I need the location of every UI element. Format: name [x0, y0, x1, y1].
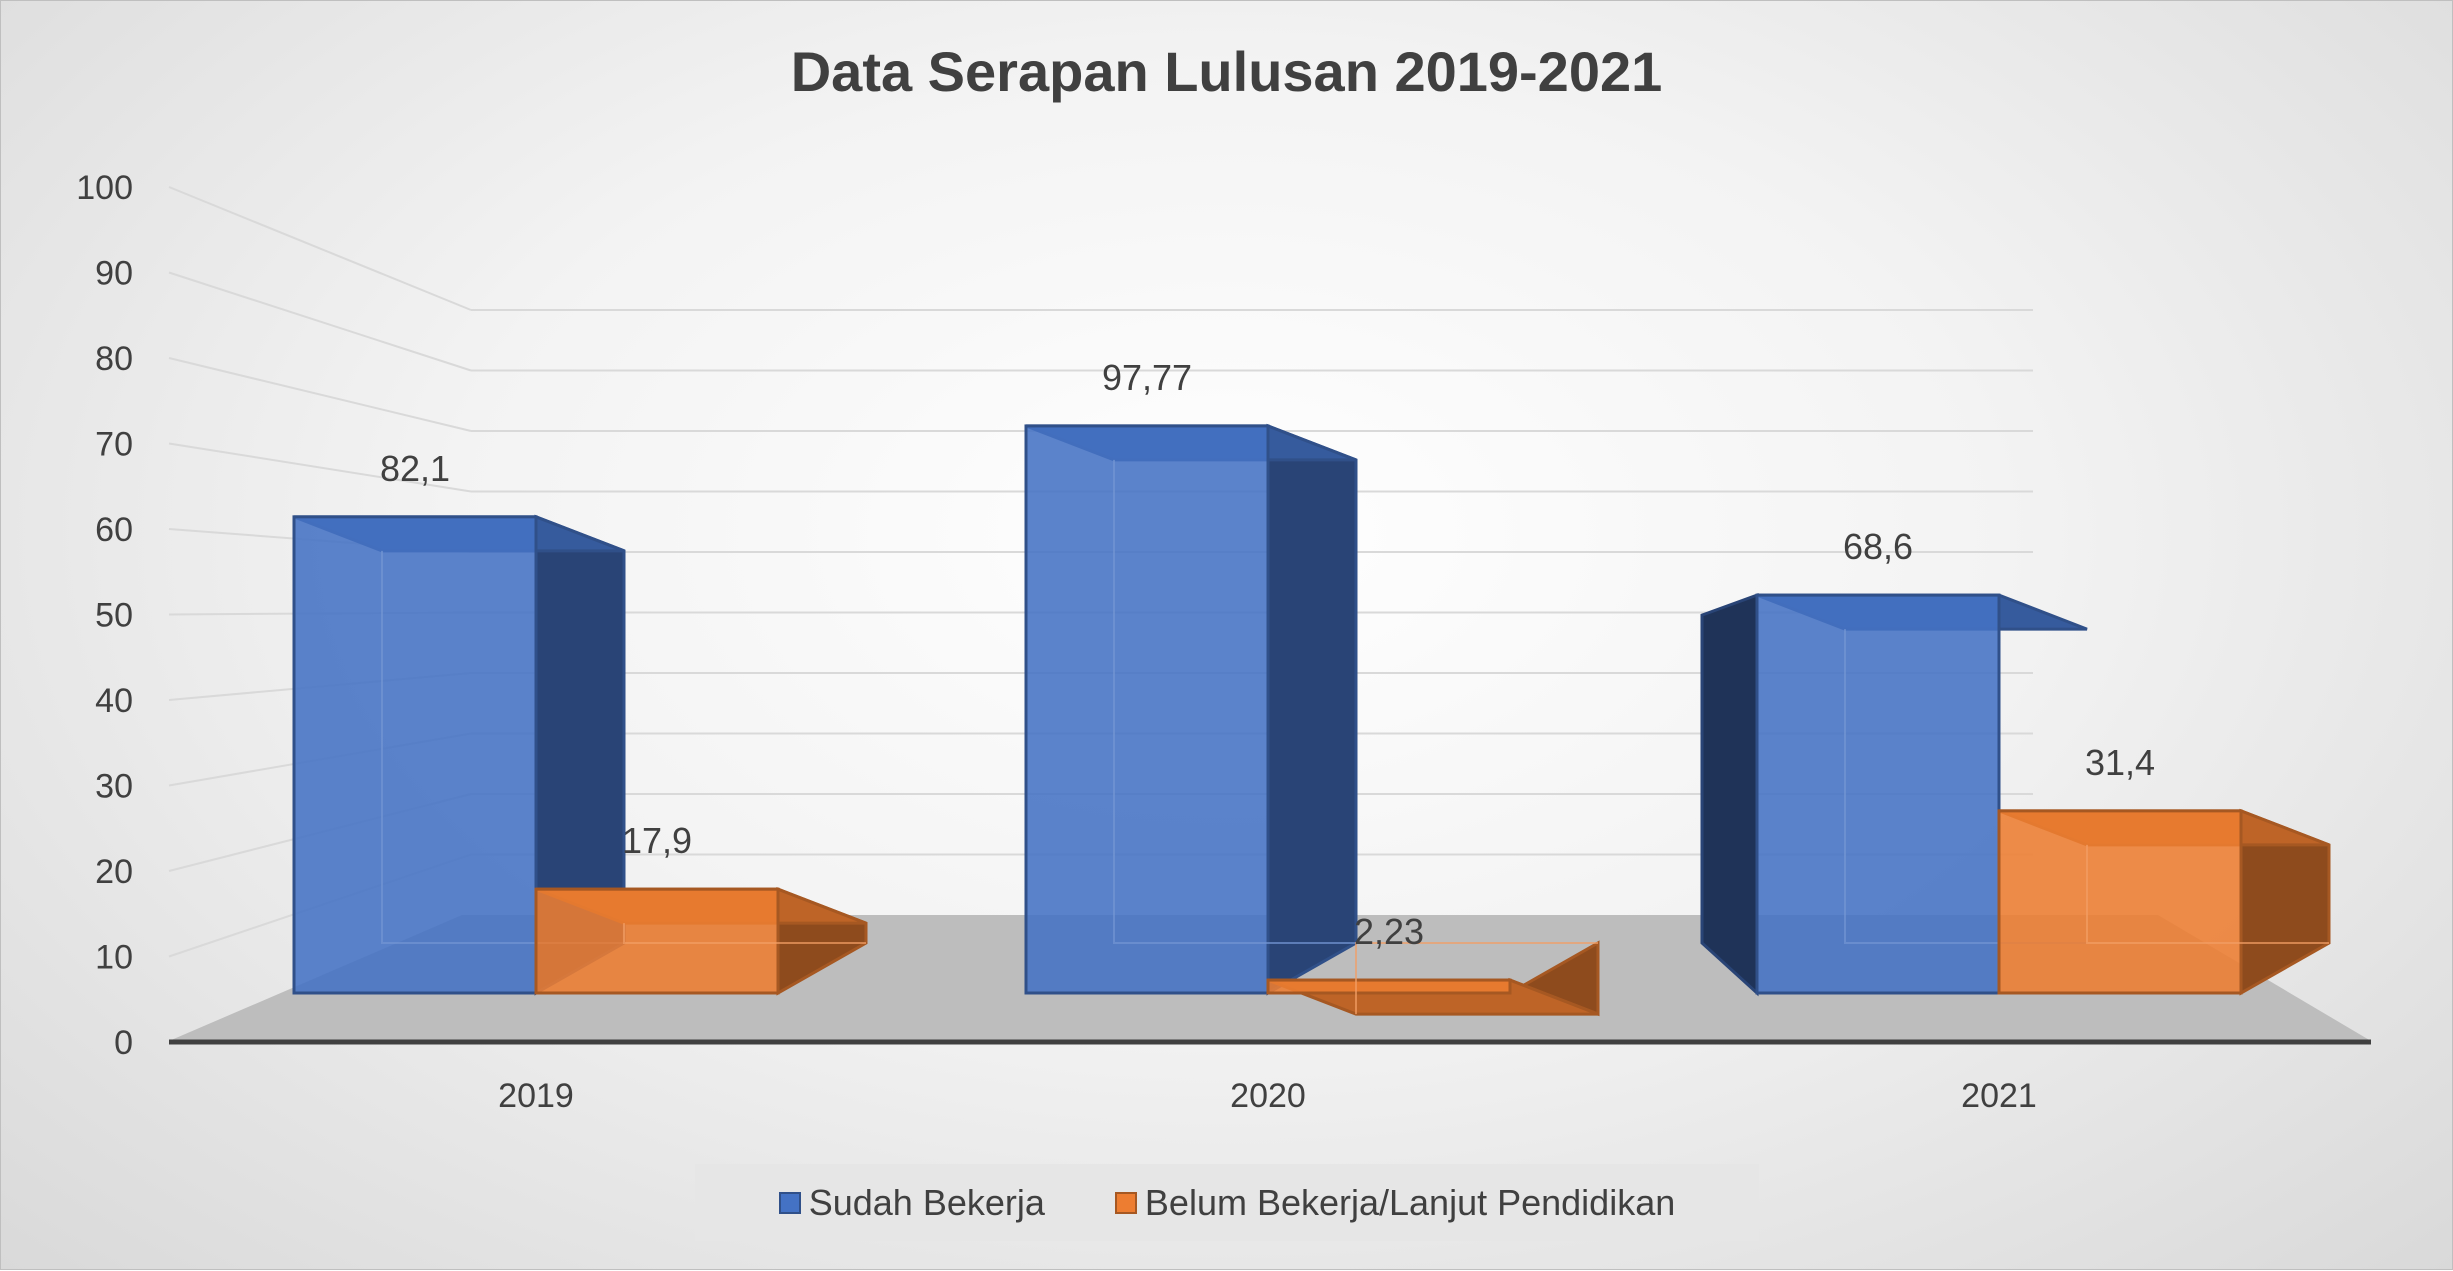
y-tick-label: 70	[95, 426, 133, 464]
bar-inner-edge	[1113, 459, 1356, 944]
y-tick-label: 90	[95, 255, 133, 293]
bar-front-face	[534, 887, 780, 995]
data-label: 17,9	[622, 820, 692, 861]
y-tick-label: 60	[95, 511, 133, 549]
bar-front-face	[292, 515, 538, 995]
bar-inner-edge	[1355, 942, 1598, 1015]
y-tick-label: 0	[114, 1024, 133, 1062]
data-label: 31,4	[2085, 742, 2155, 783]
x-tick-label: 2021	[1961, 1077, 2037, 1115]
bar-inner-edge	[623, 923, 866, 944]
x-tick-label: 2019	[498, 1077, 574, 1115]
gridline-side	[168, 442, 472, 493]
bar-front-face	[1997, 809, 2243, 995]
data-label: 2,23	[1354, 911, 1424, 952]
data-label: 68,6	[1843, 526, 1913, 567]
y-tick-label: 30	[95, 768, 133, 806]
data-label: 82,1	[380, 448, 450, 489]
legend-swatch-orange	[1114, 1191, 1137, 1214]
gridline-side	[168, 186, 472, 311]
y-tick-label: 80	[95, 340, 133, 378]
bar-side-face	[1266, 423, 1358, 996]
y-tick-label: 20	[95, 853, 133, 891]
bar-front-face	[1266, 978, 1512, 995]
data-label: 97,77	[1102, 357, 1192, 398]
y-tick-label: 100	[76, 169, 133, 207]
bar-inner-edge	[2086, 844, 2329, 944]
y-tick-label: 40	[95, 682, 133, 720]
bar-front-face	[1024, 424, 1270, 995]
y-tick-label: 10	[95, 939, 133, 977]
legend: Sudah Bekerja Belum Bekerja/Lanjut Pendi…	[695, 1164, 1759, 1241]
legend-label-series-1: Sudah Bekerja	[808, 1181, 1045, 1223]
legend-swatch-blue	[778, 1191, 801, 1214]
bar-front-face	[1755, 593, 2001, 995]
x-tick-label: 2020	[1230, 1077, 1306, 1115]
legend-item-series-2: Belum Bekerja/Lanjut Pendidikan	[1114, 1181, 1676, 1224]
chart-title: Data Serapan Lulusan 2019-2021	[790, 40, 1663, 103]
y-tick-label: 50	[95, 597, 133, 635]
legend-label-series-2: Belum Bekerja/Lanjut Pendidikan	[1144, 1181, 1676, 1223]
gridline-side	[168, 271, 472, 372]
gridline-side	[168, 357, 472, 432]
bar-side-face	[1700, 592, 1759, 997]
legend-item-series-1: Sudah Bekerja	[778, 1181, 1045, 1224]
